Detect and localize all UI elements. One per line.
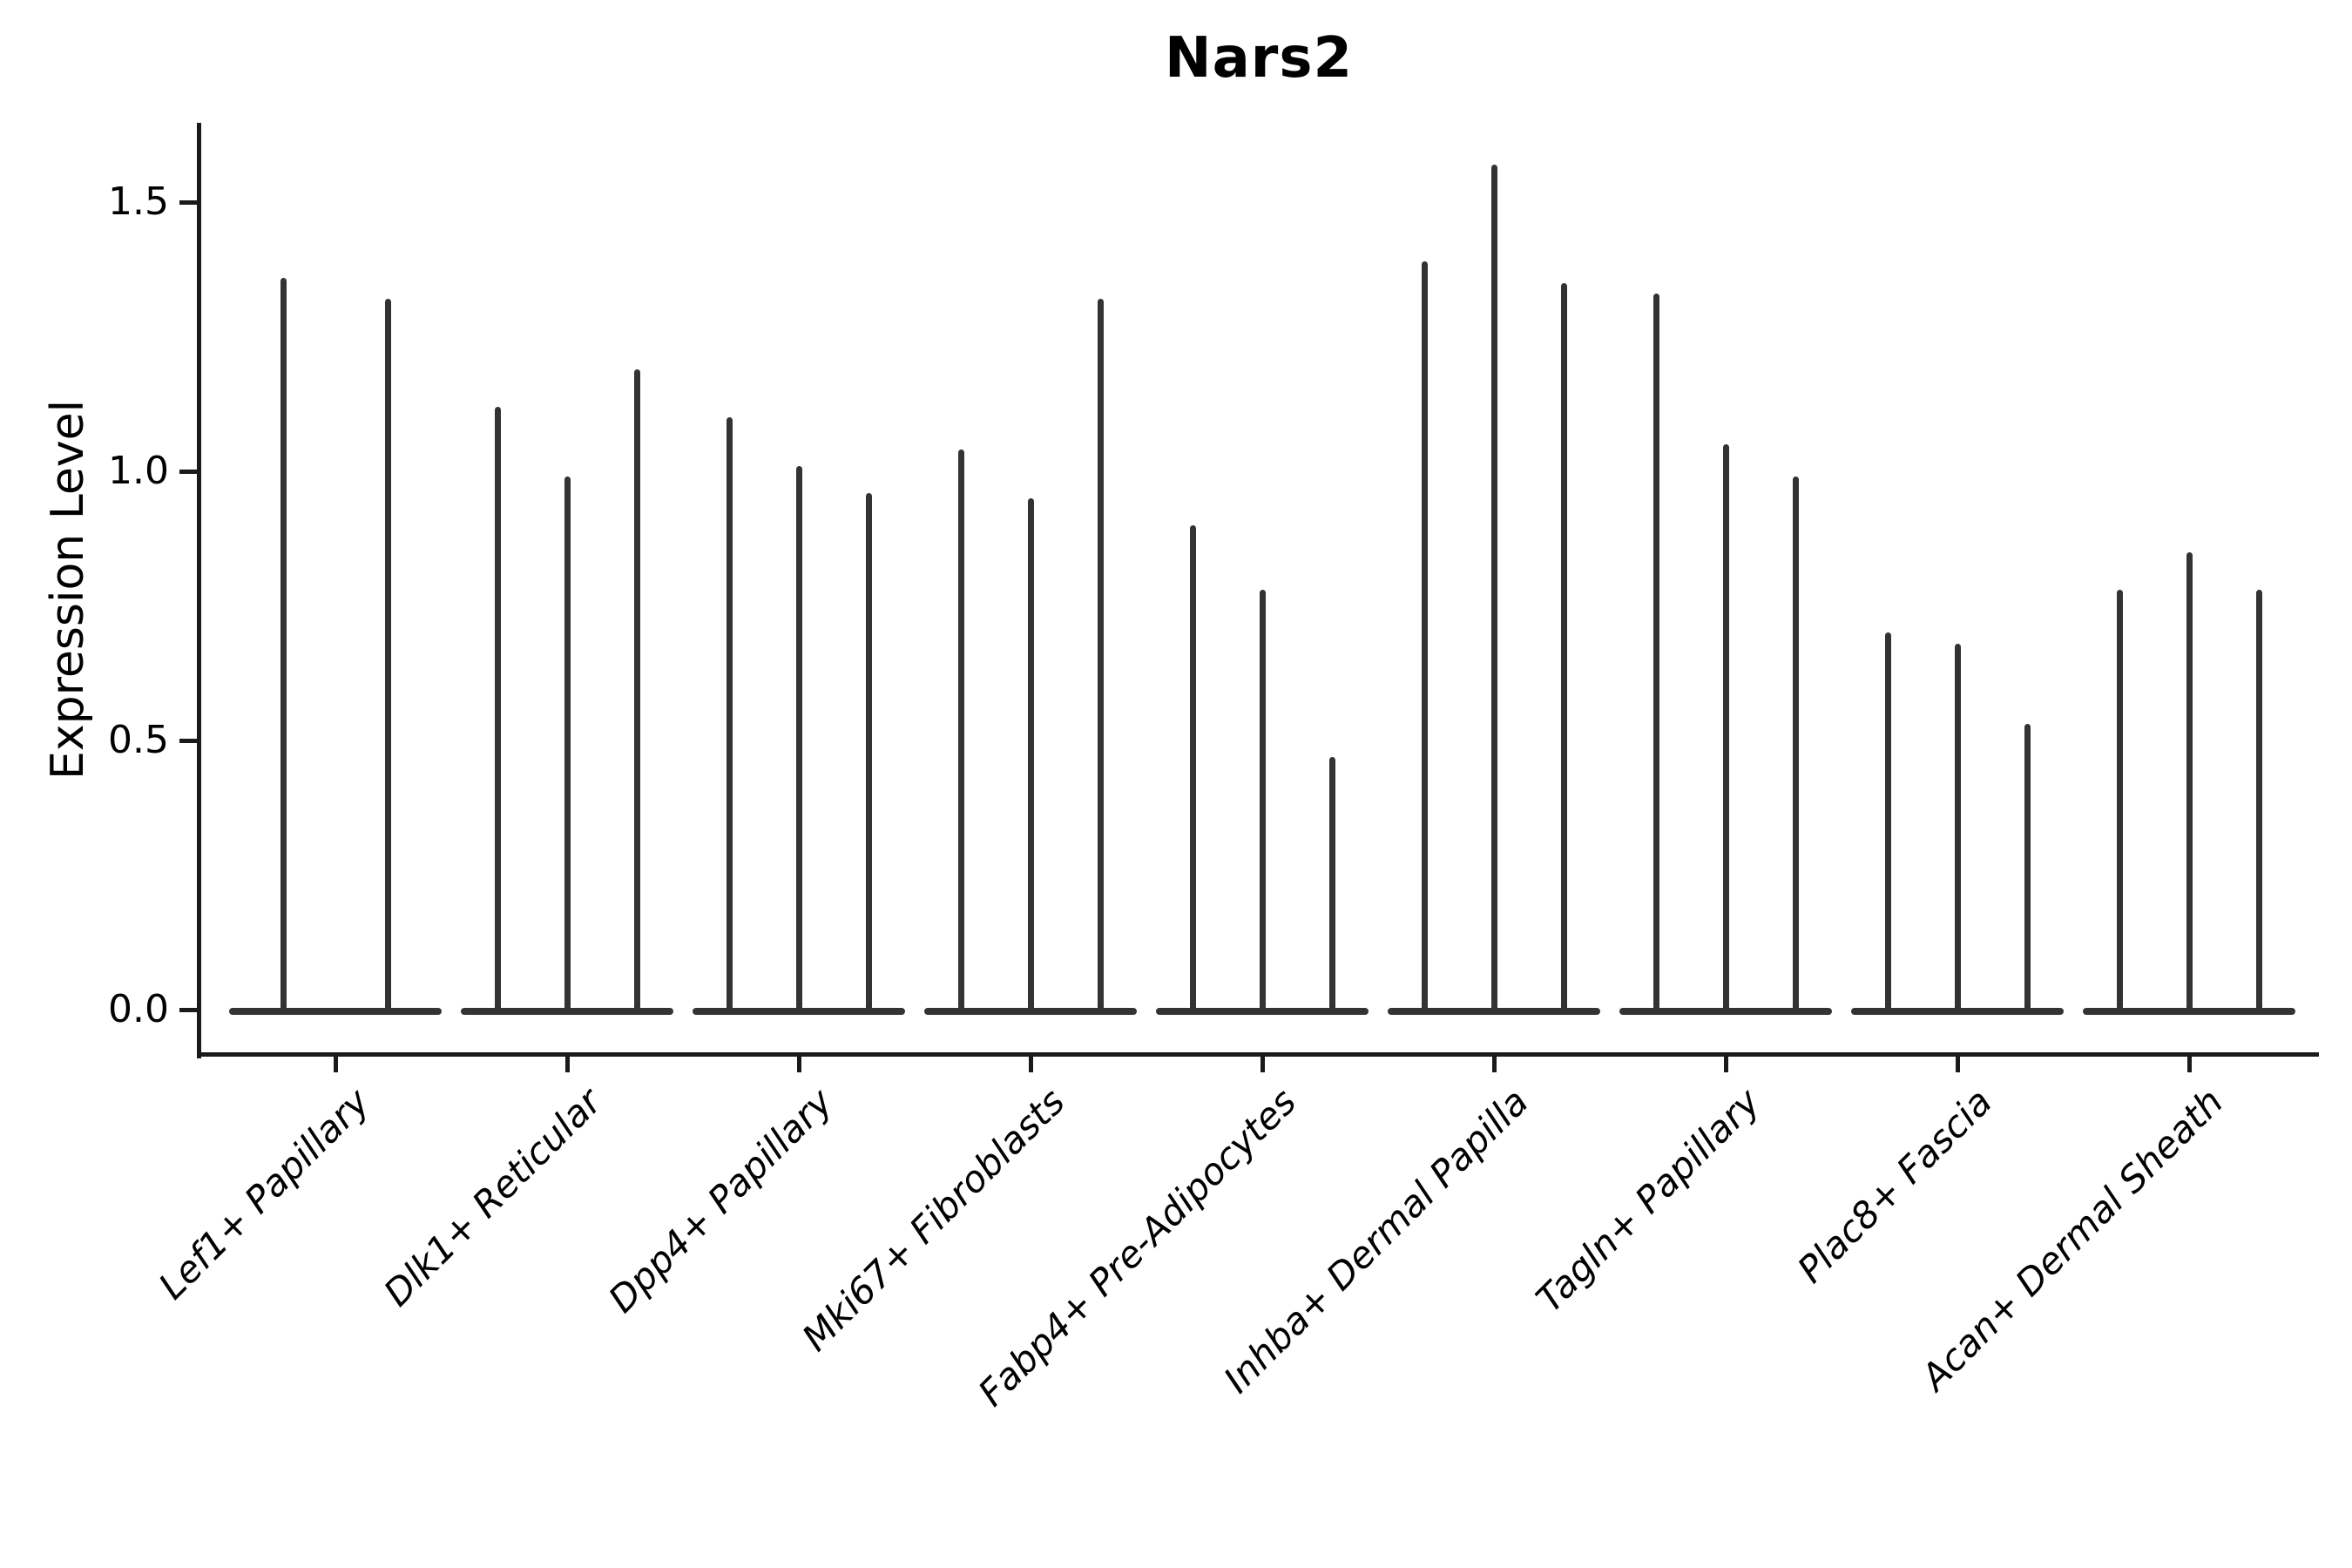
x-tick-mark [1029,1057,1033,1072]
violin [1027,497,1034,1013]
chart-title: Nars2 [1165,26,1353,91]
violin [1097,299,1104,1013]
violin [1722,444,1729,1013]
violin [2116,589,2123,1013]
y-axis-spine [197,123,201,1058]
violin [865,492,872,1013]
violin [795,465,802,1013]
x-tick-mark [334,1057,338,1072]
violin [1884,632,1891,1013]
violin [1792,476,1799,1013]
violin [1490,164,1497,1013]
y-tick-label: 0.5 [108,718,169,762]
y-tick-label: 0.0 [108,987,169,1031]
x-tick-mark [797,1057,801,1072]
violin [1421,260,1428,1013]
violin [1954,643,1961,1013]
x-tick-label: Acan+ Dermal Sheath [1592,1080,2231,1398]
violin [1259,589,1266,1013]
violin [2024,724,2031,1013]
y-tick-mark [179,1008,197,1012]
violin [633,368,640,1013]
x-tick-mark [1724,1057,1728,1072]
violin [1652,294,1659,1013]
x-axis-spine [197,1052,2319,1057]
violin [1189,524,1196,1013]
y-tick-label: 1.5 [108,179,169,224]
y-tick-mark [179,200,197,205]
y-tick-mark [179,470,197,474]
violin-base [229,1008,442,1015]
y-tick-label: 1.0 [108,449,169,493]
violin [384,299,391,1013]
violin [564,476,571,1013]
x-tick-mark [1260,1057,1265,1072]
x-tick-mark [565,1057,570,1072]
violin [1328,756,1335,1013]
violin [280,277,287,1013]
violin [2186,551,2193,1013]
x-tick-mark [2187,1057,2192,1072]
violin [494,406,501,1013]
violin [1560,282,1567,1013]
violin [2255,589,2262,1013]
x-tick-mark [1492,1057,1497,1072]
violin [957,449,964,1013]
violin [726,417,733,1013]
y-tick-mark [179,739,197,743]
x-tick-mark [1956,1057,1960,1072]
